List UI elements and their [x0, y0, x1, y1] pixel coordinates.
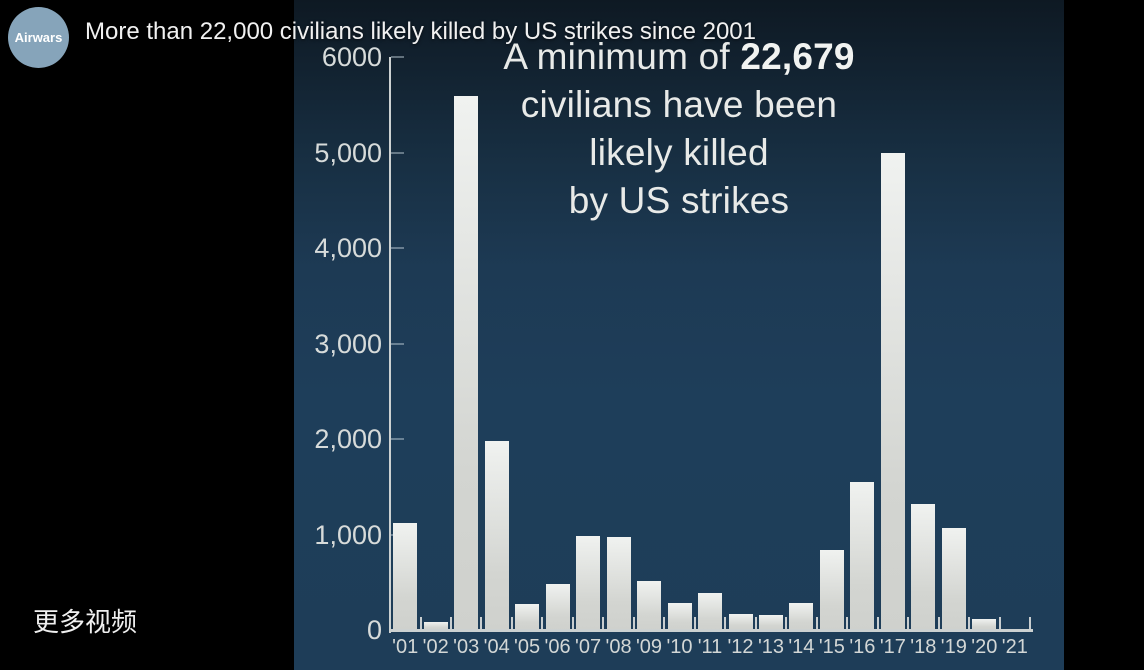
- x-axis-label: '15: [818, 636, 845, 658]
- bar-06: [545, 584, 570, 630]
- y-axis-label: 1,000: [314, 519, 382, 550]
- x-axis-tick: [632, 617, 635, 630]
- y-axis-label: 5,000: [314, 137, 382, 168]
- x-axis-tick: [937, 617, 940, 630]
- x-axis-label: '12: [727, 636, 754, 658]
- x-axis-label: '20: [971, 636, 998, 658]
- x-axis-tick: [1029, 617, 1031, 630]
- x-axis-tick: [602, 617, 605, 630]
- x-axis-label: '08: [605, 636, 632, 658]
- x-axis-tick: [785, 617, 788, 630]
- x-axis-label: '19: [940, 636, 967, 658]
- x-axis-label: '21: [1001, 636, 1028, 658]
- video-frame[interactable]: 0 1,000 2,000 3,000 4,000 5,000 6000'01'02'03 '…: [294, 0, 1064, 670]
- x-axis-label: '03: [453, 636, 480, 658]
- x-axis-tick: [450, 617, 452, 630]
- bar-07: [576, 536, 601, 630]
- bar-08: [606, 537, 631, 630]
- x-axis-tick: [968, 617, 970, 630]
- more-videos-button[interactable]: 更多视频: [33, 607, 138, 637]
- x-axis-line: [389, 629, 1033, 632]
- channel-avatar-label: Airwars: [14, 30, 63, 45]
- x-axis-label: '11: [697, 636, 723, 658]
- x-axis-tick: [693, 617, 696, 630]
- x-axis-tick: [541, 617, 544, 630]
- bar-03: [454, 96, 479, 630]
- bar-20: [972, 619, 997, 630]
- y-axis-label: 0: [366, 615, 382, 645]
- chart-title-line1: A minimum of 22,679: [294, 33, 1064, 81]
- x-axis-tick: [571, 617, 574, 630]
- x-axis-label: '04: [483, 636, 510, 658]
- bar-02: [423, 622, 448, 630]
- y-axis-label: 3,000: [314, 328, 382, 359]
- y-gridline-stub: [391, 247, 404, 249]
- bar-01: [393, 523, 418, 630]
- bar-16: [850, 482, 875, 630]
- x-axis-label: '07: [575, 636, 602, 658]
- x-axis-label: '06: [544, 636, 571, 658]
- x-axis-tick: [419, 617, 422, 630]
- x-axis-label: '18: [910, 636, 937, 658]
- x-axis-label: '05: [514, 636, 541, 658]
- y-gridline-stub: [391, 151, 404, 154]
- y-axis-label: 2,000: [314, 424, 382, 454]
- x-axis-label: '02: [422, 636, 449, 658]
- x-axis-tick: [815, 617, 818, 630]
- chart-title-line3: likely killed: [589, 132, 769, 173]
- chart-title: A minimum of 22,679 civilians have been …: [294, 33, 1064, 225]
- bar-13: [759, 615, 783, 630]
- x-axis-tick: [846, 617, 849, 630]
- x-axis-tick: [754, 617, 757, 630]
- bar-10: [667, 603, 692, 630]
- y-axis-label: 6000: [321, 42, 382, 72]
- channel-avatar[interactable]: Airwars: [8, 7, 69, 68]
- chart-title-prefix: A minimum of: [503, 36, 730, 77]
- y-axis-line: [389, 57, 391, 633]
- x-axis-tick: [663, 617, 666, 630]
- x-axis-label: '13: [757, 636, 785, 658]
- y-gridline-stub: [391, 342, 404, 345]
- x-axis-tick: [876, 617, 879, 630]
- bar-05: [515, 604, 540, 630]
- chart-title-line4: by US strikes: [568, 180, 790, 221]
- bar-18: [911, 504, 936, 630]
- y-axis-label: 4,000: [314, 233, 382, 263]
- chart-plot: 0 1,000 2,000 3,000 4,000 5,000 6000'01'02'03 '…: [294, 0, 1064, 670]
- x-axis-label: '16: [849, 636, 876, 658]
- bar-17: [880, 153, 905, 630]
- bar-14: [789, 603, 814, 630]
- x-axis-label: '17: [879, 636, 906, 658]
- x-axis-label: '14: [788, 636, 815, 658]
- y-gridline-stub: [391, 438, 404, 440]
- x-axis-tick: [510, 617, 513, 630]
- bar-04: [484, 441, 509, 630]
- bar-11: [698, 593, 722, 630]
- video-title-link[interactable]: More than 22,000 civilians likely killed…: [85, 18, 756, 45]
- x-axis-label: '01: [392, 636, 419, 658]
- bar-09: [637, 581, 661, 630]
- x-axis-tick: [907, 617, 910, 630]
- x-axis-tick: [480, 617, 483, 630]
- x-axis-tick: [724, 617, 727, 630]
- bar-12: [728, 614, 753, 630]
- bar-15: [819, 550, 844, 630]
- bar-19: [941, 528, 966, 630]
- y-gridline-stub: [391, 56, 404, 58]
- x-axis-label: '09: [635, 636, 663, 658]
- x-axis-label: '10: [666, 636, 693, 658]
- chart-title-line2: civilians have been: [520, 84, 838, 125]
- x-axis-tick: [998, 617, 1001, 630]
- chart-title-total: 22,679: [740, 36, 855, 77]
